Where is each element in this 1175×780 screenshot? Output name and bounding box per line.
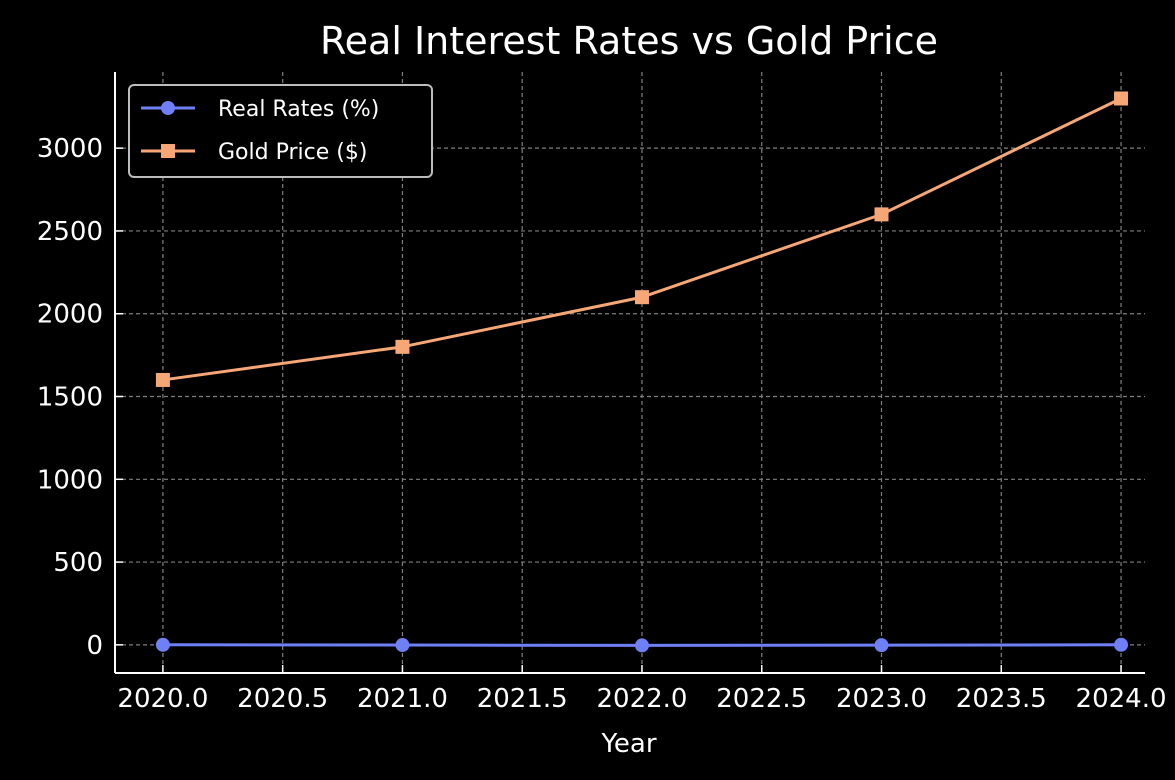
y-tick-label: 3000: [37, 134, 103, 164]
data-point: [395, 638, 410, 653]
data-point: [1114, 637, 1129, 652]
x-tick-label: 2020.5: [237, 684, 328, 714]
x-tick-label: 2022.5: [716, 684, 807, 714]
y-tick-label: 0: [86, 631, 103, 661]
x-tick-label: 2024.0: [1076, 684, 1167, 714]
x-tick-label: 2022.0: [596, 684, 687, 714]
data-point: [155, 372, 170, 387]
axes: [114, 72, 1145, 674]
ticks: 2020.0 2020.5 2021.0 2021.5 2022.0 2022.5 2023…: [37, 134, 1167, 714]
series-layer: [155, 91, 1129, 653]
y-tick-label: 2500: [37, 217, 103, 247]
x-tick-label: 2021.5: [477, 684, 568, 714]
legend-marker-real-rates: [161, 101, 175, 115]
chart-title: Real Interest Rates vs Gold Price: [320, 19, 938, 63]
x-tick-label: 2021.0: [357, 684, 448, 714]
legend-label-gold-price: Gold Price ($): [218, 140, 367, 165]
data-point: [874, 207, 889, 222]
y-tick-label: 500: [53, 548, 103, 578]
legend: Real Rates (%) Gold Price ($): [128, 84, 433, 178]
x-tick-label: 2023.5: [956, 684, 1047, 714]
data-point: [634, 290, 649, 305]
y-tick-label: 1000: [37, 465, 103, 495]
data-point: [634, 638, 649, 653]
data-point: [155, 637, 170, 652]
data-point: [874, 638, 889, 653]
y-tick-label: 1500: [37, 383, 103, 413]
legend-marker-gold-price: [161, 144, 175, 158]
x-tick-label: 2020.0: [117, 684, 208, 714]
x-tick-label: 2023.0: [836, 684, 927, 714]
data-point: [1114, 91, 1129, 106]
data-point: [395, 339, 410, 354]
x-axis-label: Year: [600, 729, 656, 759]
legend-box: [128, 84, 433, 178]
legend-label-real-rates: Real Rates (%): [218, 97, 379, 122]
y-tick-label: 2000: [37, 300, 103, 330]
